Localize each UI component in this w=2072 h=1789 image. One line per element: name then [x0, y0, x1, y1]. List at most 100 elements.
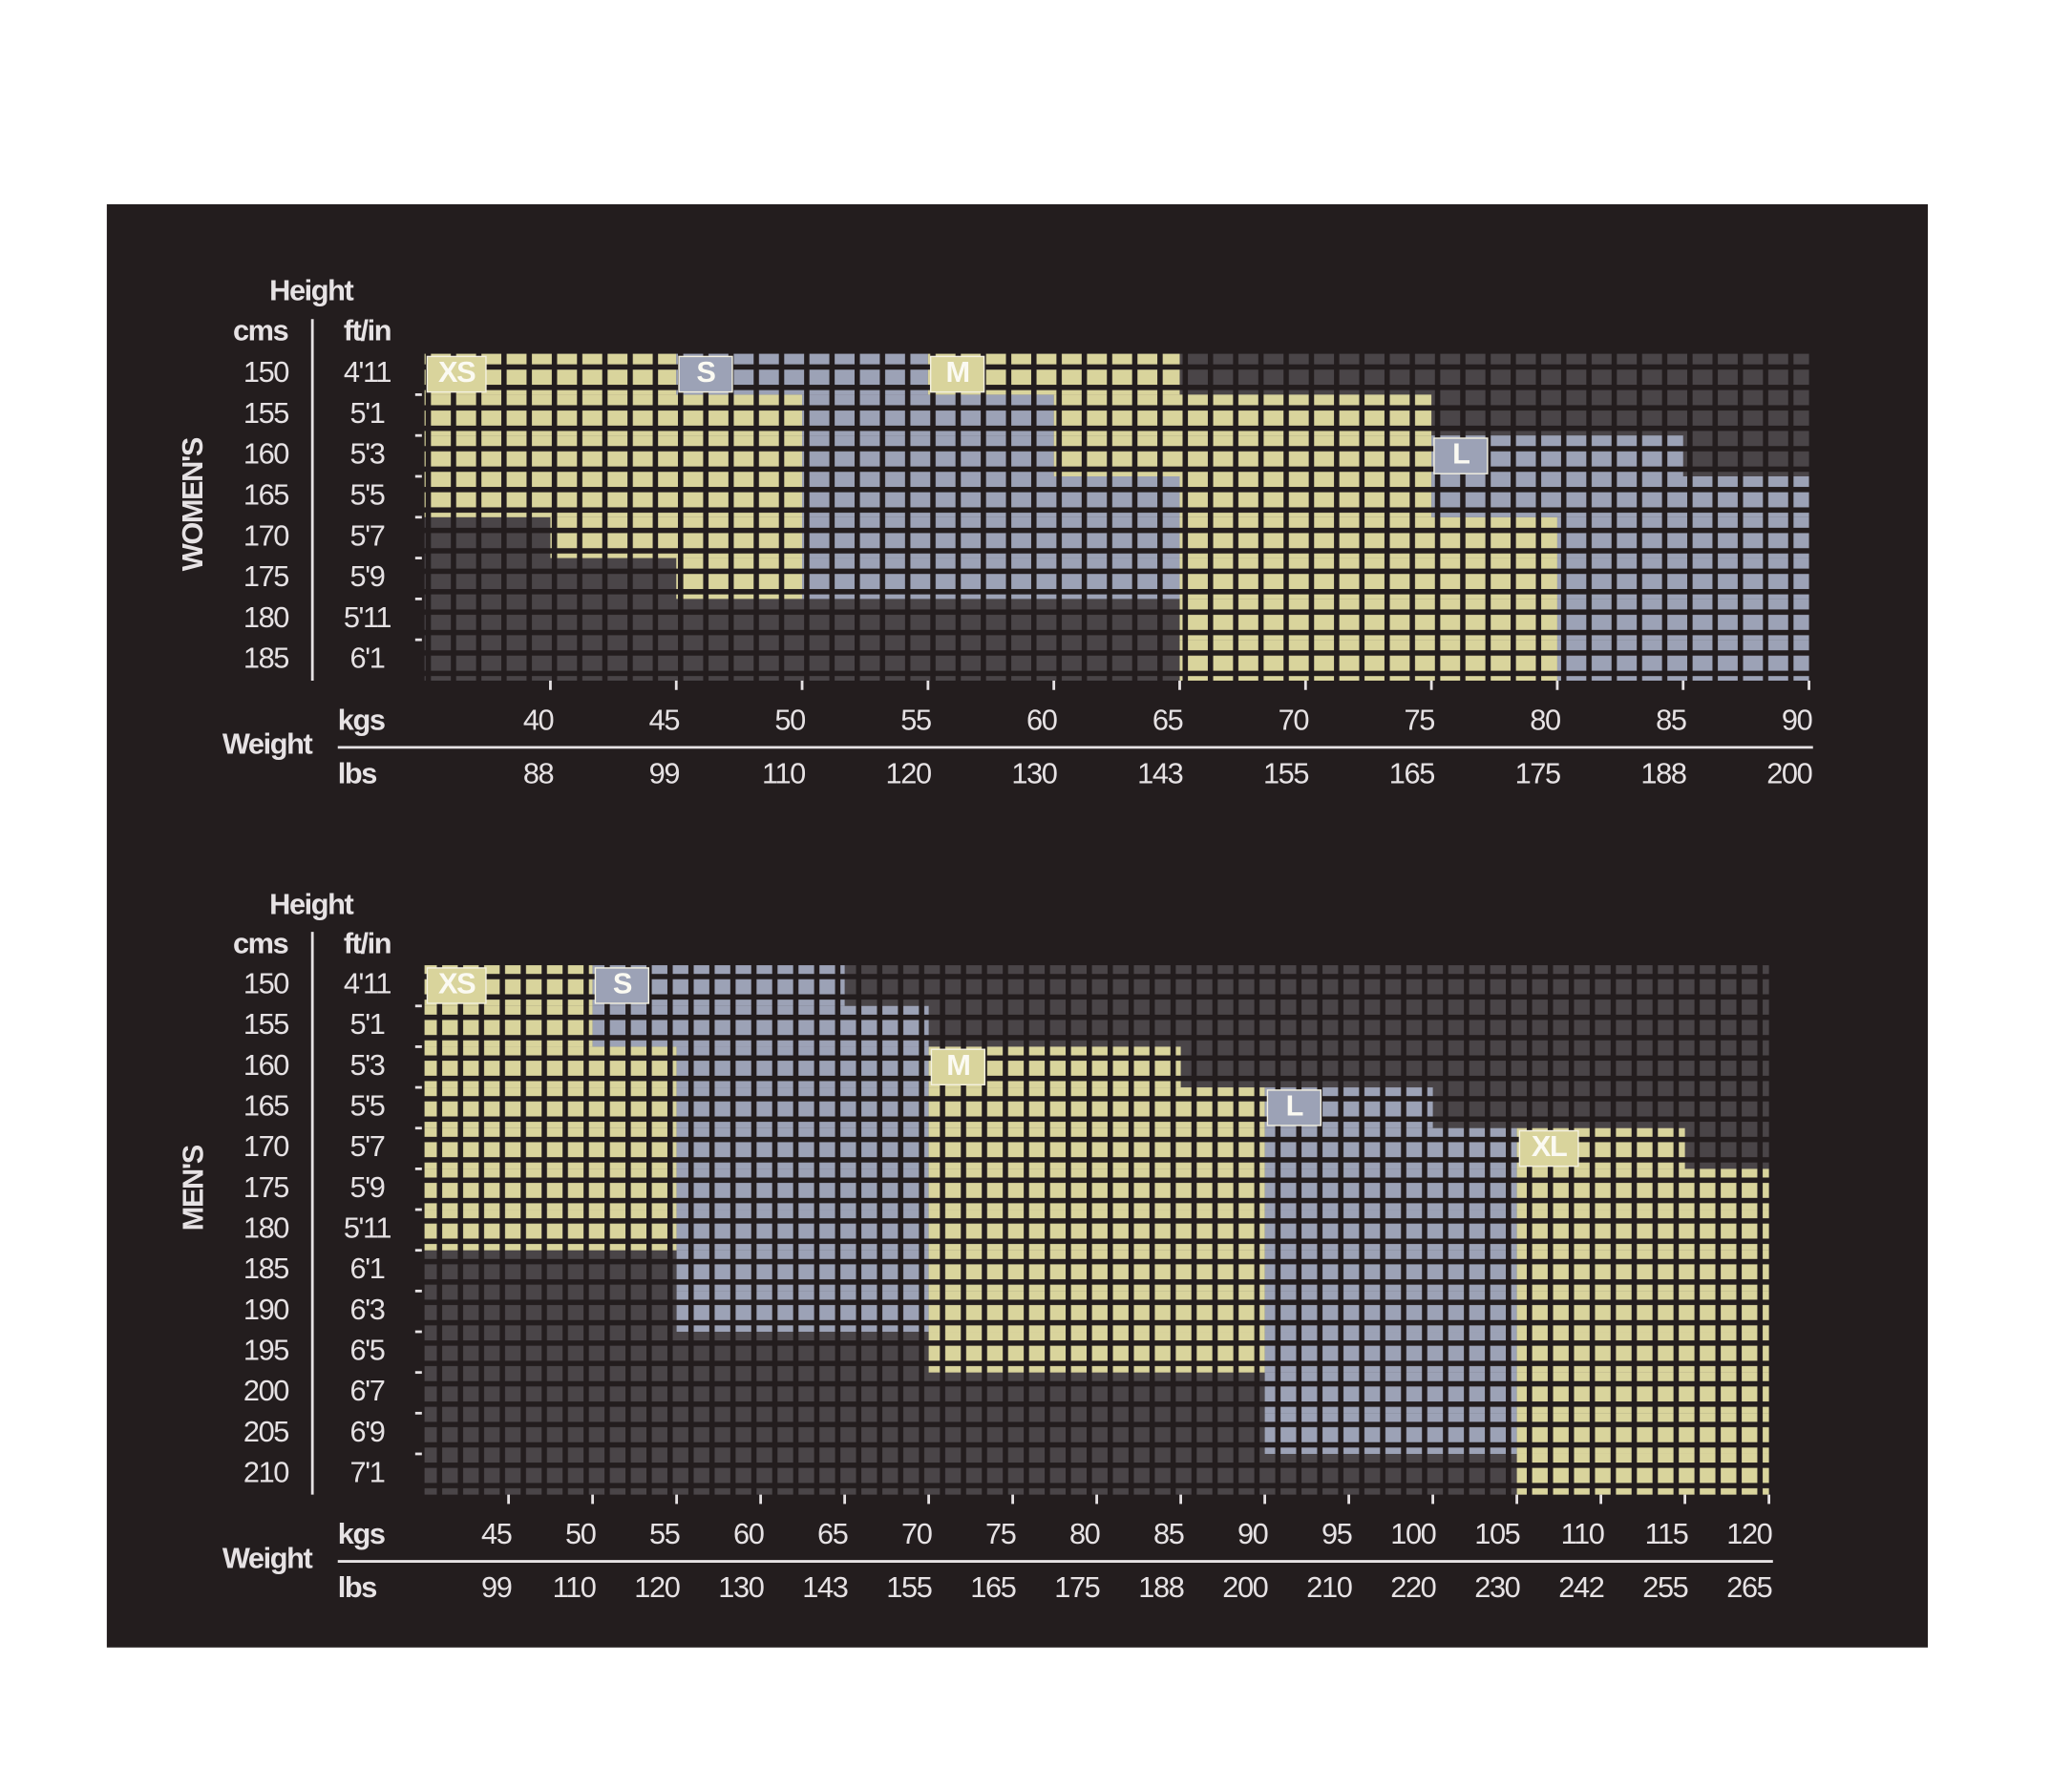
size-region: [928, 1210, 1265, 1251]
height-cm: 175: [243, 559, 288, 593]
height-cm: 155: [243, 1007, 288, 1041]
cm-unit: cms: [233, 313, 288, 347]
lb-unit: lbs: [338, 756, 377, 789]
size-region: [424, 435, 803, 476]
lb-tick-label: 165: [1389, 756, 1434, 789]
height-cm: 150: [243, 967, 288, 1000]
size-region: [1556, 599, 1809, 641]
lb-tick-label: 120: [634, 1570, 679, 1604]
size-region: [1516, 1250, 1769, 1292]
size-region: [676, 558, 803, 600]
size-region: [1179, 475, 1432, 517]
height-ft: 5'3: [350, 1048, 385, 1082]
side-label: WOMEN'S: [176, 437, 209, 571]
size-region: [802, 435, 1054, 476]
height-title: Height: [269, 888, 353, 921]
size-region: [1264, 1372, 1517, 1414]
height-cm: 165: [243, 1089, 288, 1123]
lb-tick-label: 175: [1054, 1570, 1099, 1604]
size-region: [676, 1168, 929, 1210]
size-region: [802, 475, 1180, 517]
size-region: [1264, 1250, 1517, 1292]
lb-tick-label: 188: [1138, 1570, 1183, 1604]
size-label: L: [1452, 437, 1469, 471]
kg-tick-label: 100: [1390, 1517, 1435, 1550]
height-ft: 5'1: [350, 1007, 385, 1041]
lb-tick-label: 220: [1390, 1570, 1435, 1604]
size-region: [1516, 1168, 1769, 1210]
height-ft: 5'3: [350, 437, 385, 471]
size-region: [1556, 516, 1809, 558]
kg-tick-label: 95: [1321, 1517, 1352, 1550]
height-cm: 205: [243, 1415, 288, 1448]
size-label-box: [678, 355, 733, 393]
lb-tick-label: 155: [886, 1570, 931, 1604]
lb-tick-label: 155: [1263, 756, 1308, 789]
height-cm: 165: [243, 478, 288, 512]
lb-tick-label: 130: [718, 1570, 763, 1604]
height-cm: 175: [243, 1170, 288, 1204]
size-region: [1264, 1332, 1517, 1373]
lb-tick-label: 88: [523, 756, 554, 789]
height-cm: 160: [243, 1048, 288, 1082]
size-region: [928, 1291, 1265, 1333]
kg-tick-label: 90: [1237, 1517, 1268, 1550]
size-region: [424, 1210, 677, 1251]
lb-tick-label: 120: [886, 756, 931, 789]
size-region: [592, 1005, 929, 1047]
lb-tick-label: 99: [481, 1570, 512, 1604]
kg-tick-label: 70: [1279, 703, 1309, 736]
height-ft: 5'11: [344, 1210, 391, 1244]
height-ft: 4'11: [344, 967, 391, 1000]
height-ft: 5'9: [350, 559, 385, 593]
size-region: [676, 1046, 929, 1088]
size-label: M: [946, 355, 969, 389]
kg-tick-label: 65: [817, 1517, 848, 1550]
height-cm: 180: [243, 600, 288, 634]
size-region: [676, 1127, 929, 1169]
cm-unit: cms: [233, 926, 288, 959]
height-ft: 5'1: [350, 396, 385, 430]
kg-tick-label: 75: [985, 1517, 1016, 1550]
size-region: [424, 475, 803, 517]
height-ft: 6'5: [350, 1333, 385, 1366]
lb-tick-label: 242: [1558, 1570, 1603, 1604]
size-label-box: [929, 355, 985, 393]
height-ft: 5'7: [350, 518, 385, 552]
height-cm: 195: [243, 1333, 288, 1366]
size-region: [1264, 1291, 1517, 1333]
size-region: [802, 516, 1180, 558]
lb-tick-label: 165: [970, 1570, 1015, 1604]
size-region: [424, 1005, 593, 1047]
size-label: S: [696, 355, 715, 389]
size-region: [1179, 558, 1557, 600]
kg-unit: kgs: [338, 1517, 385, 1550]
size-label: L: [1286, 1089, 1303, 1123]
size-region: [1431, 475, 1809, 517]
kg-tick-label: 75: [1404, 703, 1434, 736]
size-region: [928, 1332, 1265, 1373]
size-region: [1516, 1332, 1769, 1373]
size-region: [1264, 1210, 1517, 1251]
height-ft: 5'7: [350, 1129, 385, 1163]
size-region: [1053, 435, 1432, 476]
size-label: XL: [1532, 1129, 1567, 1163]
kg-tick-label: 85: [1153, 1517, 1184, 1550]
side-label: MEN'S: [176, 1145, 209, 1231]
size-region: [802, 394, 1054, 436]
height-ft: 7'1: [350, 1455, 385, 1488]
kg-tick-label: 115: [1645, 1517, 1688, 1550]
size-region: [424, 1127, 677, 1169]
kg-tick-label: 70: [901, 1517, 932, 1550]
lb-tick-label: 265: [1726, 1570, 1771, 1604]
size-region: [928, 1168, 1265, 1210]
kg-tick-label: 85: [1656, 703, 1686, 736]
size-region: [1179, 599, 1557, 641]
kg-unit: kgs: [338, 703, 385, 736]
height-cm: 170: [243, 1129, 288, 1163]
kg-tick-label: 120: [1726, 1517, 1771, 1550]
kg-tick-label: 90: [1782, 703, 1812, 736]
size-region: [424, 1046, 677, 1088]
size-region: [928, 1087, 1265, 1128]
lb-unit: lbs: [338, 1570, 377, 1604]
